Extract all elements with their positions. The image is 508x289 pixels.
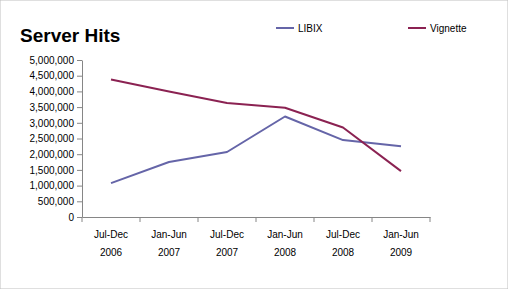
tick-label: 500,000	[38, 196, 75, 207]
category-divider	[372, 217, 373, 222]
y-tick: 3,000,000	[30, 118, 83, 129]
tick-label: 1,500,000	[30, 165, 75, 176]
category-divider	[198, 217, 199, 222]
tick-label: 2,000,000	[30, 149, 75, 160]
x-axis: Jul-Dec2006 Jan-Jun2007 Jul-Dec2007 Jan-Jun…	[83, 218, 431, 259]
legend-label: Vignette	[430, 23, 467, 34]
title: Server Hits	[20, 25, 120, 46]
tick-mark	[77, 154, 82, 155]
background	[0, 0, 508, 289]
tick-mark	[77, 60, 82, 61]
y-tick: 1,000,000	[30, 180, 83, 191]
tick-label: Jul-Dec2006	[94, 229, 128, 258]
y-tick: 1,500,000	[30, 165, 83, 176]
y-tick: 2,500,000	[30, 133, 83, 144]
x-tick: Jan-Jun2009	[383, 229, 419, 258]
y-tick: 3,500,000	[30, 102, 83, 113]
tick-label: 4,000,000	[30, 86, 75, 97]
tick-label: 3,000,000	[30, 118, 75, 129]
x-tick: Jul-Dec2006	[94, 229, 128, 258]
tick-mark	[77, 107, 82, 108]
legend-swatch	[408, 27, 426, 29]
tick-label: 0	[68, 212, 74, 223]
y-tick: 2,000,000	[30, 149, 83, 160]
tick-label: Jan-Jun2007	[151, 229, 187, 258]
chart: 0 500,000 1,000,000 1,500,000 2,000,000 2,500…	[0, 0, 508, 289]
category-divider	[314, 217, 315, 222]
plot-area	[111, 79, 401, 183]
y-tick: 0	[68, 212, 82, 223]
tick-label: Jan-Jun2009	[383, 229, 419, 258]
x-tick: Jul-Dec2007	[210, 229, 244, 258]
tick-label: 5,000,000	[30, 55, 75, 66]
tick-mark	[77, 76, 82, 77]
tick-mark	[77, 201, 82, 202]
tick-label: Jan-Jun2008	[267, 229, 303, 258]
tick-mark	[77, 139, 82, 140]
y-axis: 0 500,000 1,000,000 1,500,000 2,000,000 2,500…	[30, 55, 83, 223]
y-tick: 4,500,000	[30, 70, 83, 81]
category-divider	[140, 217, 141, 222]
tick-label: 1,000,000	[30, 180, 75, 191]
tick-label: 2,500,000	[30, 133, 75, 144]
tick-mark	[77, 91, 82, 92]
tick-mark	[77, 186, 82, 187]
tick-label: 4,500,000	[30, 70, 75, 81]
x-tick: Jul-Dec2008	[326, 229, 360, 258]
legend-swatch	[276, 27, 294, 29]
legend-label: LIBIX	[298, 23, 323, 34]
y-tick: 5,000,000	[30, 55, 83, 66]
category-divider	[82, 217, 83, 222]
tick-mark	[77, 123, 82, 124]
tick-mark	[77, 217, 82, 218]
series-line	[111, 117, 401, 184]
y-tick: 4,000,000	[30, 86, 83, 97]
legend: LIBIX Vignette	[276, 23, 467, 34]
x-tick: Jan-Jun2007	[151, 229, 187, 258]
axis-line	[82, 61, 83, 218]
category-divider	[256, 217, 257, 222]
category-divider	[430, 217, 431, 222]
tick-label: Jul-Dec2008	[326, 229, 360, 258]
x-tick: Jan-Jun2008	[267, 229, 303, 258]
tick-mark	[77, 170, 82, 171]
tick-label: 3,500,000	[30, 102, 75, 113]
series-line	[111, 79, 401, 171]
tick-label: Jul-Dec2007	[210, 229, 244, 258]
y-tick: 500,000	[38, 196, 82, 207]
